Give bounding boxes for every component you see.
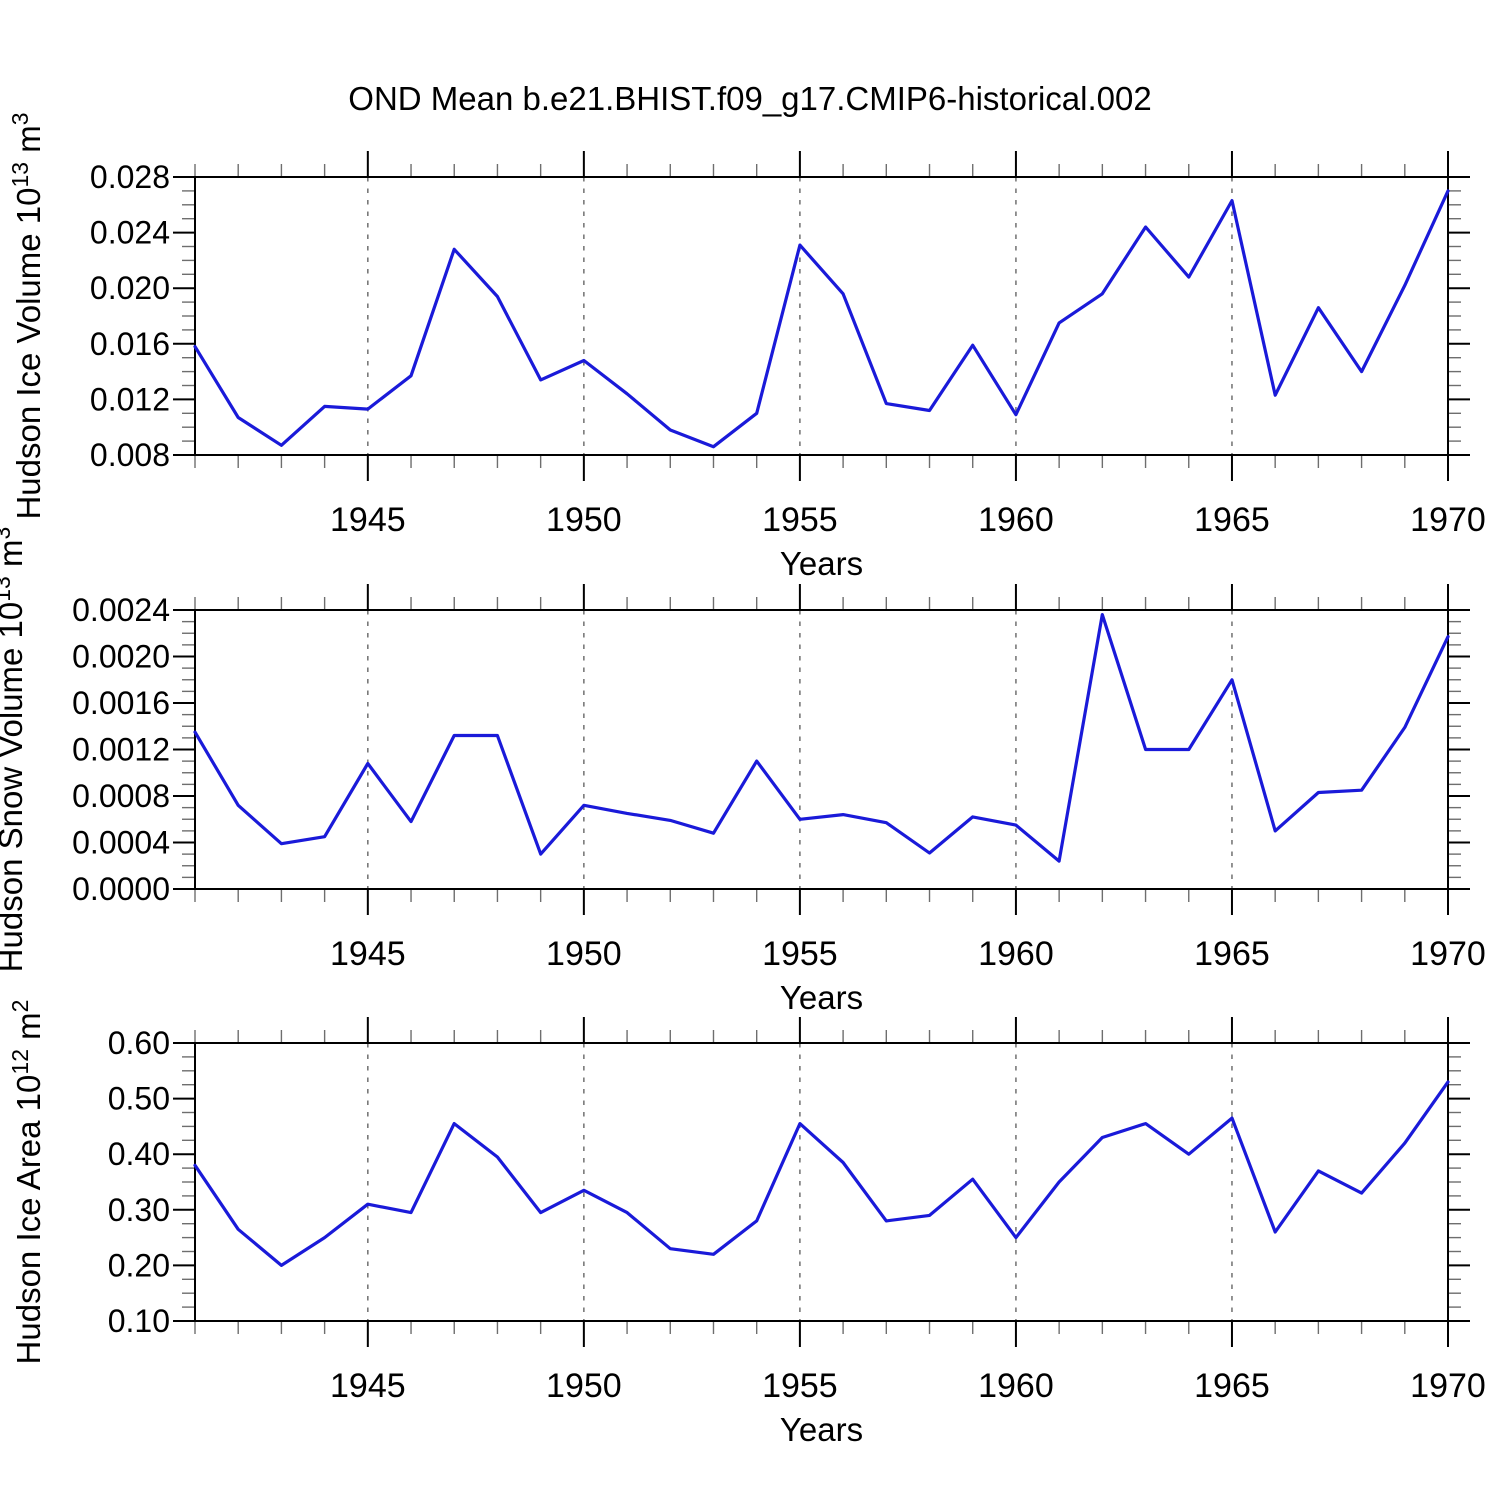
y-tick-label: 0.50 [108, 1081, 170, 1117]
y-axis-title-superscript: 3 [0, 527, 15, 540]
y-axis-title: Hudson Snow Volume 1013 m3 [0, 527, 29, 973]
x-tick-label: 1945 [330, 935, 406, 973]
y-tick-label: 0.020 [90, 270, 170, 306]
x-axis-title: Years [780, 1411, 863, 1448]
x-tick-label: 1955 [762, 1367, 838, 1405]
y-tick-label: 0.008 [90, 437, 170, 473]
y-tick-label: 0.0024 [72, 592, 170, 628]
y-tick-label: 0.016 [90, 326, 170, 362]
hudson-snow-volume-line [193, 612, 1450, 863]
y-tick-label: 0.60 [108, 1025, 170, 1061]
y-tick-label: 0.012 [90, 381, 170, 417]
y-axis-title: Hudson Ice Area 1012 m2 [7, 1000, 47, 1365]
x-tick-label: 1950 [546, 501, 622, 539]
y-tick-label: 0.0020 [72, 639, 170, 675]
hudson-ice-volume-chart: 0.008 0.012 0.016 0.020 0.024 0.028 1945 1950 19… [7, 112, 1486, 582]
x-tick-label: 1960 [978, 1367, 1054, 1405]
y-axis-title-text: Hudson Snow Volume 10 [0, 602, 29, 973]
x-tick-label: 1945 [330, 1367, 406, 1405]
plot-frame [194, 1042, 1449, 1322]
x-tick-label: 1945 [330, 501, 406, 539]
hudson-ice-area-line [193, 1080, 1450, 1268]
y-tick-label: 0.0008 [72, 778, 170, 814]
y-axis-title-superscript: 2 [7, 1000, 33, 1013]
y-axis-title-superscript: 3 [7, 112, 33, 125]
x-tick-label: 1970 [1410, 935, 1486, 973]
x-tick-label: 1950 [546, 935, 622, 973]
x-tick-label: 1970 [1410, 501, 1486, 539]
y-tick-label: 0.30 [108, 1192, 170, 1228]
y-axis-title-text: Hudson Ice Volume 10 [10, 188, 47, 520]
y-axis-title-text: m [0, 539, 29, 576]
x-tick-label: 1960 [978, 501, 1054, 539]
hudson-ice-area-chart: 0.10 0.20 0.30 0.40 0.50 0.60 1945 1950 1955 1960… [7, 1000, 1486, 1448]
y-axis-title-superscript: 13 [7, 162, 33, 188]
y-tick-label: 0.40 [108, 1136, 170, 1172]
y-axis-title: Hudson Ice Volume 1013 m3 [7, 112, 47, 519]
hudson-snow-volume-chart: 0.0000 0.0004 0.0008 0.0012 0.0016 0.0020 0.00… [0, 527, 1486, 1016]
y-tick-label: 0.0016 [72, 685, 170, 721]
y-tick-label: 0.0004 [72, 825, 170, 861]
hudson-ice-volume-line [193, 189, 1450, 449]
figure-title: OND Mean b.e21.BHIST.f09_g17.CMIP6-histo… [348, 80, 1152, 117]
plot-frame [194, 176, 1449, 456]
x-axis-title: Years [780, 545, 863, 582]
plot-frame [194, 609, 1449, 890]
y-axis-title-text: m [10, 1012, 47, 1049]
x-tick-label: 1950 [546, 1367, 622, 1405]
y-axis-title-text: Hudson Ice Area 10 [10, 1075, 47, 1365]
x-tick-label: 1970 [1410, 1367, 1486, 1405]
y-tick-label: 0.0000 [72, 871, 170, 907]
y-tick-label: 0.10 [108, 1303, 170, 1339]
x-axis-title: Years [780, 979, 863, 1016]
y-tick-label: 0.024 [90, 215, 170, 251]
y-tick-label: 0.20 [108, 1247, 170, 1283]
x-tick-label: 1955 [762, 935, 838, 973]
y-tick-label: 0.028 [90, 159, 170, 195]
x-tick-label: 1955 [762, 501, 838, 539]
x-tick-label: 1965 [1194, 1367, 1270, 1405]
x-tick-label: 1965 [1194, 935, 1270, 973]
x-tick-label: 1960 [978, 935, 1054, 973]
x-tick-label: 1965 [1194, 501, 1270, 539]
y-tick-label: 0.0012 [72, 732, 170, 768]
y-axis-title-superscript: 12 [7, 1049, 33, 1075]
y-axis-title-superscript: 13 [0, 576, 15, 602]
y-axis-title-text: m [10, 125, 47, 162]
